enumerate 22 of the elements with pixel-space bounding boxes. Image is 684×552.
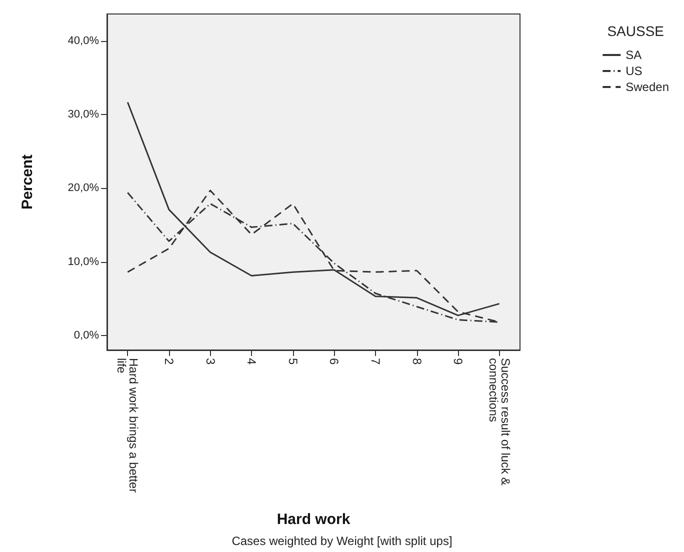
x-tick-label: 8 [410, 358, 424, 365]
y-axis-title: Percent [19, 154, 36, 210]
y-tick-label: 10,0% [68, 256, 100, 268]
legend-label: Sweden [626, 80, 670, 94]
x-tick-label: 2 [162, 358, 176, 365]
legend-label: US [626, 64, 642, 78]
x-tick-label: 7 [368, 358, 382, 365]
text: Cases weighted by Weight [with split ups] [232, 534, 452, 548]
legend-title: SAUSSE [607, 23, 664, 39]
x-tick-label: Hard work brings a better life [114, 358, 141, 496]
x-tick-label: 6 [327, 358, 342, 365]
y-tick-label: 40,0% [68, 35, 100, 48]
x-tick-label: Success result of luck & connections [486, 358, 512, 489]
x-tick-label: 9 [451, 358, 466, 365]
y-tick-label: 20,0% [68, 182, 100, 194]
y-tick-label: 0,0% [74, 329, 100, 342]
x-tick-label: 5 [286, 358, 300, 365]
x-axis-title: Hard work [276, 511, 351, 528]
y-tick-label: 30,0% [68, 108, 100, 121]
x-tick-label: 3 [203, 358, 218, 365]
legend-label: SA [626, 48, 642, 62]
x-tick-label: 4 [244, 358, 259, 365]
